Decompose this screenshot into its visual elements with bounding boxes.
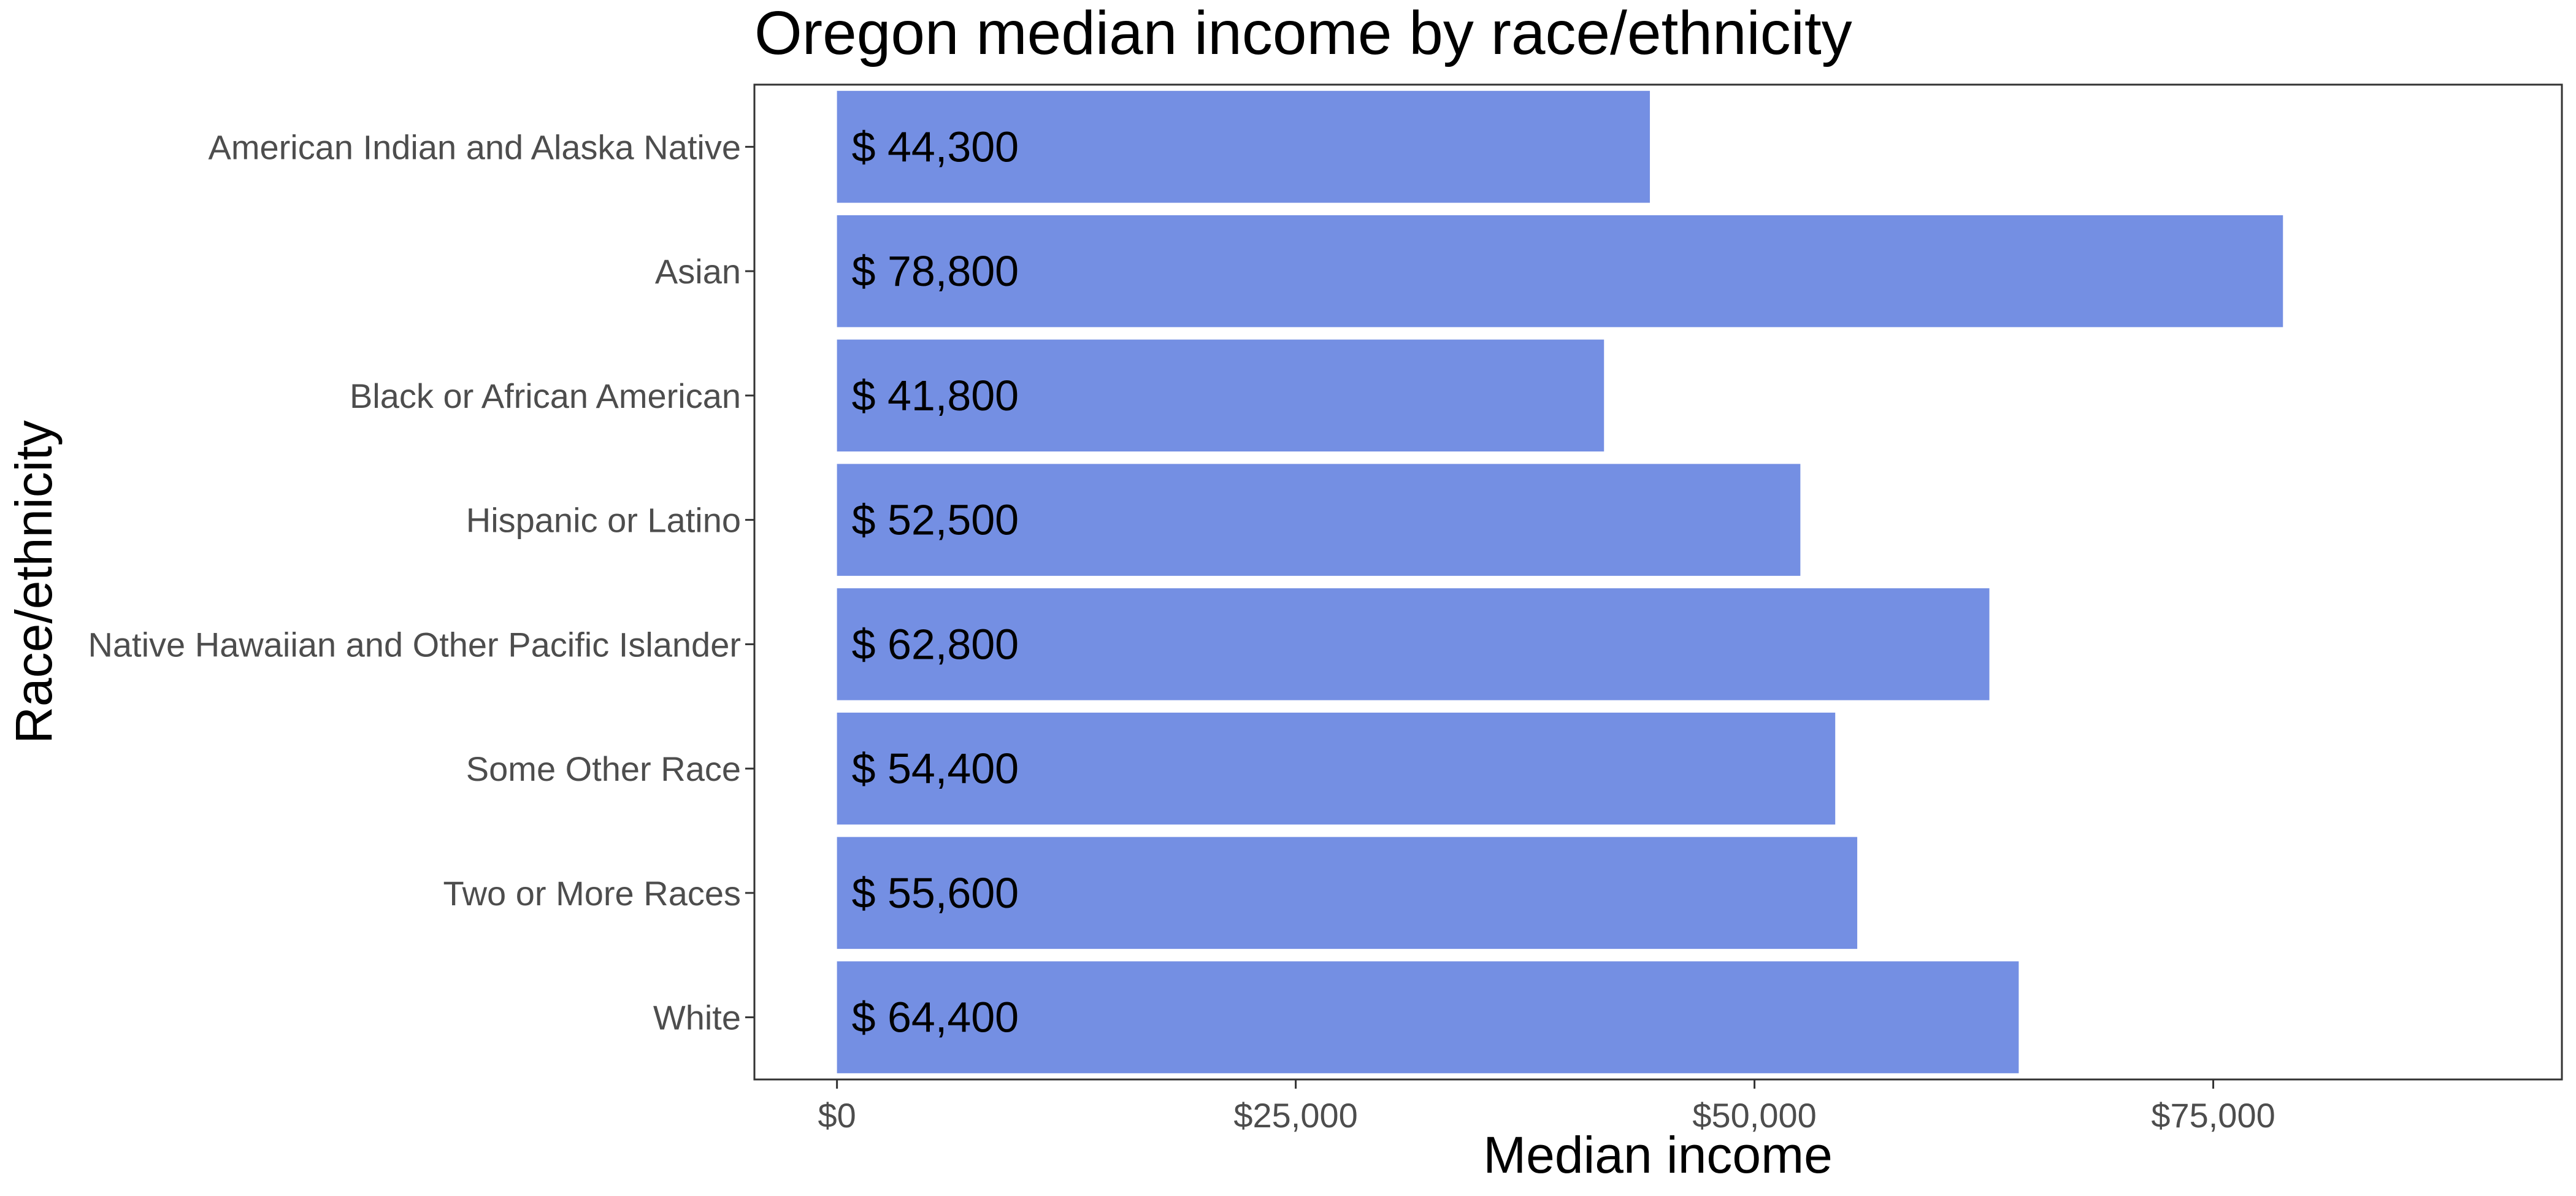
y-tick-label: Native Hawaiian and Other Pacific Island… [88,625,741,664]
bar [837,712,1836,825]
bar-value-label: $ 62,800 [852,620,1019,668]
y-tick-label: American Indian and Alaska Native [209,128,742,166]
y-tick-label: Two or More Races [443,874,742,913]
bar [837,215,2283,328]
bar [837,339,1604,452]
bar-value-label: $ 64,400 [852,994,1019,1041]
y-tick-label: Some Other Race [466,749,741,788]
y-axis-title: Race/ethnicity [5,420,63,744]
y-tick-label: Hispanic or Latino [466,501,741,540]
x-axis-title: Median income [1483,1126,1833,1184]
x-axis: $0 $25,000 $50,000 $75,000 [818,1079,2275,1135]
bar [837,837,1858,949]
bar-value-label: $ 78,800 [852,247,1019,295]
bar-value-label: $ 55,600 [852,869,1019,917]
bar [837,588,1990,700]
x-tick-label: $25,000 [1233,1096,1357,1135]
chart-title: Oregon median income by race/ethnicity [754,0,1852,67]
x-tick-label: $0 [818,1096,856,1135]
bar [837,464,1801,576]
y-tick-label: White [653,999,741,1037]
bars-group: $ 44,300 $ 78,800 $ 41,800 $ 52,500 $ 62,800… [837,91,2283,1073]
bar-value-label: $ 52,500 [852,496,1019,544]
bar-value-label: $ 41,800 [852,372,1019,420]
y-tick-label: Black or African American [350,377,741,415]
bar [837,91,1650,203]
x-tick-label: $50,000 [1692,1096,1816,1135]
x-tick-label: $75,000 [2151,1096,2275,1135]
bar-value-label: $ 44,300 [852,123,1019,171]
y-axis: American Indian and Alaska Native Asian Bl… [88,128,754,1037]
bar-value-label: $ 54,400 [852,745,1019,792]
bar [837,961,2019,1073]
y-tick-label: Asian [655,252,741,291]
